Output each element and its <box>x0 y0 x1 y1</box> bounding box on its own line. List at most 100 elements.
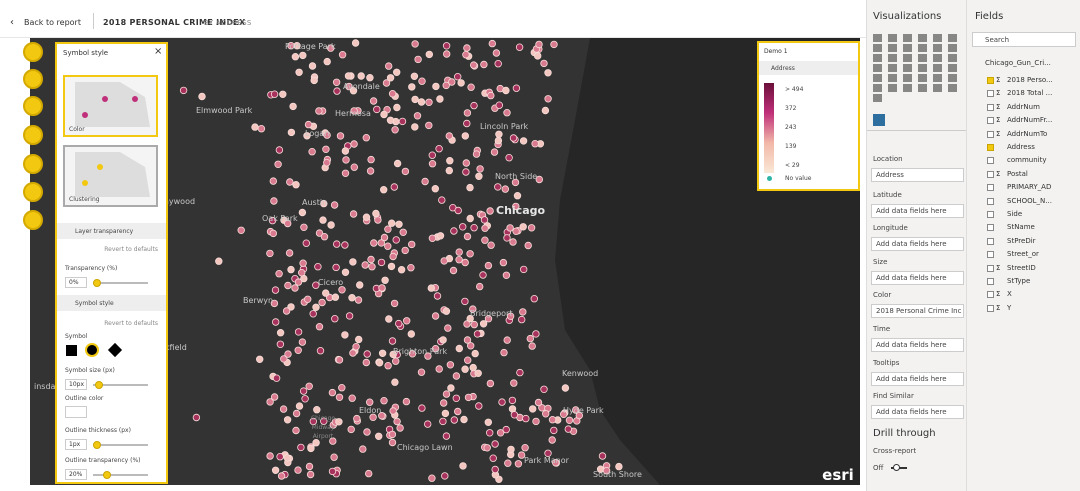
map-point[interactable] <box>378 349 387 357</box>
viz-icon[interactable] <box>888 34 897 42</box>
map-point[interactable] <box>464 393 473 402</box>
map-point[interactable] <box>305 382 313 390</box>
map-point[interactable] <box>469 363 477 372</box>
viz-icon[interactable] <box>948 84 957 92</box>
map-point[interactable] <box>257 124 266 133</box>
map-point[interactable] <box>341 147 350 155</box>
map-point[interactable] <box>526 334 534 343</box>
map-point[interactable] <box>320 417 328 425</box>
map-point[interactable] <box>276 453 284 461</box>
map-point[interactable] <box>347 425 355 434</box>
map-point[interactable] <box>354 296 363 304</box>
viz-icon[interactable] <box>948 34 957 42</box>
map-point[interactable] <box>304 120 313 129</box>
map-point[interactable] <box>328 467 337 476</box>
map-point[interactable] <box>359 445 367 453</box>
map-point[interactable] <box>466 250 474 258</box>
map-point[interactable] <box>575 411 583 420</box>
map-point[interactable] <box>305 462 314 471</box>
map-point[interactable] <box>319 216 327 224</box>
well-field[interactable]: Add data fields here <box>871 203 964 218</box>
map-point[interactable] <box>298 268 306 277</box>
map-point[interactable] <box>407 263 415 272</box>
map-point[interactable] <box>408 83 416 91</box>
map-point[interactable] <box>421 177 429 186</box>
map-point[interactable] <box>370 239 378 247</box>
map-point[interactable] <box>312 281 320 289</box>
map-point[interactable] <box>535 40 543 49</box>
map-point[interactable] <box>512 202 520 211</box>
map-point[interactable] <box>447 384 455 392</box>
map-point[interactable] <box>237 226 245 234</box>
map-point[interactable] <box>455 344 463 353</box>
map-point[interactable] <box>369 97 378 105</box>
map-point[interactable] <box>519 308 527 316</box>
map-point[interactable] <box>367 155 375 164</box>
map-point[interactable] <box>375 359 384 367</box>
map-point[interactable] <box>368 262 376 271</box>
map-point[interactable] <box>534 398 543 407</box>
map-point[interactable] <box>442 432 451 440</box>
map-point[interactable] <box>269 229 277 238</box>
map-point[interactable] <box>502 425 510 434</box>
map-point[interactable] <box>436 95 444 103</box>
map-point[interactable] <box>466 214 474 223</box>
map-point[interactable] <box>390 299 399 308</box>
map-point[interactable] <box>328 388 337 397</box>
map-point[interactable] <box>442 390 451 398</box>
map-point[interactable] <box>455 255 463 264</box>
well-field[interactable]: Add data fields here <box>871 270 964 285</box>
map-point[interactable] <box>384 242 392 250</box>
viz-icon[interactable] <box>933 64 942 72</box>
map-point[interactable] <box>315 107 323 115</box>
map-point[interactable] <box>500 348 508 357</box>
viz-icon[interactable] <box>873 84 882 92</box>
viz-icon[interactable] <box>873 64 882 72</box>
map-point[interactable] <box>398 117 407 126</box>
viz-icon[interactable] <box>948 54 957 62</box>
map-point[interactable] <box>384 362 392 370</box>
map-point[interactable] <box>411 95 419 104</box>
map-point[interactable] <box>450 227 458 235</box>
map-point[interactable] <box>348 394 356 402</box>
map-point[interactable] <box>495 101 503 109</box>
map-point[interactable] <box>391 378 399 386</box>
map-point[interactable] <box>486 207 494 215</box>
map-point[interactable] <box>550 40 558 49</box>
map-point[interactable] <box>357 72 365 80</box>
map-point[interactable] <box>480 216 489 224</box>
map-point[interactable] <box>350 163 358 171</box>
map-point[interactable] <box>294 328 303 336</box>
map-point[interactable] <box>386 74 395 82</box>
map-point[interactable] <box>532 330 540 338</box>
map-point[interactable] <box>306 470 315 479</box>
map-point[interactable] <box>417 98 426 106</box>
map-point[interactable] <box>327 221 335 229</box>
map-point[interactable] <box>294 278 303 286</box>
map-point[interactable] <box>363 428 371 436</box>
viz-icon[interactable] <box>873 74 882 82</box>
map-point[interactable] <box>289 102 297 111</box>
map-point[interactable] <box>271 318 280 326</box>
map-point[interactable] <box>428 234 437 242</box>
map-point[interactable] <box>299 259 307 267</box>
map-point[interactable] <box>384 225 392 233</box>
map-point[interactable] <box>418 77 426 85</box>
map-point[interactable] <box>407 330 415 338</box>
map-point[interactable] <box>349 258 357 266</box>
map-point[interactable] <box>401 167 410 176</box>
map-point[interactable] <box>362 358 370 367</box>
map-point[interactable] <box>440 257 448 265</box>
map-point[interactable] <box>522 414 530 423</box>
map-point[interactable] <box>521 444 529 452</box>
map-point[interactable] <box>377 258 386 267</box>
map-point[interactable] <box>470 61 478 69</box>
map-point[interactable] <box>322 289 330 297</box>
map-point[interactable] <box>277 472 286 480</box>
map-point[interactable] <box>491 465 499 474</box>
map-point[interactable] <box>504 459 512 467</box>
map-point[interactable] <box>544 449 552 457</box>
map-point[interactable] <box>366 167 375 175</box>
checkbox[interactable] <box>987 237 994 245</box>
map-point[interactable] <box>509 238 517 246</box>
